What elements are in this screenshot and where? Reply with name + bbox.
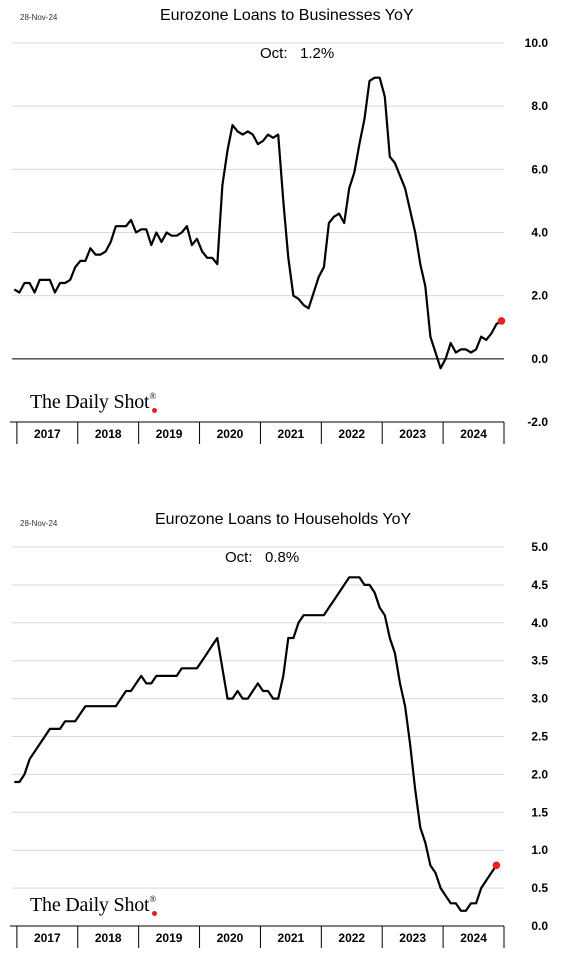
chart-plot-households: 5.0 4.5 4.0 3.5 3.0 2.5 2.0 1.5 1.0 0.5 0.0 2017 201…	[10, 540, 548, 948]
latest-value-label: Oct: 0.8%	[225, 549, 299, 566]
chart-title: Eurozone Loans to Households YoY	[155, 511, 412, 528]
y-tick-label: 0.0	[531, 352, 548, 366]
x-tick-label: 2024	[460, 931, 487, 945]
latest-value: 1.2%	[300, 45, 335, 62]
x-tick-label: 2019	[156, 931, 183, 945]
date-label: 28-Nov-24	[20, 13, 58, 22]
y-tick-label: 0.0	[531, 919, 548, 933]
daily-shot-logo: The Daily Shot®	[30, 894, 157, 916]
last-point-marker	[492, 861, 501, 870]
y-tick-label: 2.5	[531, 730, 548, 744]
latest-month: Oct:	[260, 45, 288, 62]
x-tick-label: 2019	[156, 427, 183, 441]
x-tick-label: 2023	[399, 931, 426, 945]
y-tick-label: 4.5	[531, 578, 548, 592]
x-tick-label: 2022	[338, 931, 365, 945]
y-tick-label: 1.5	[531, 805, 548, 819]
chart-title: Eurozone Loans to Businesses YoY	[160, 7, 414, 24]
logo-dot-icon	[152, 408, 157, 413]
y-tick-label: 10.0	[525, 36, 549, 50]
date-label: 28-Nov-24	[20, 519, 58, 528]
latest-month: Oct:	[225, 549, 253, 566]
y-tick-label: 0.5	[531, 881, 548, 895]
y-tick-label: 5.0	[531, 540, 548, 554]
y-tick-label: 6.0	[531, 162, 548, 176]
y-tick-label: 1.0	[531, 843, 548, 857]
x-tick-label: 2021	[278, 427, 305, 441]
y-tick-label: 4.0	[531, 616, 548, 630]
y-tick-label: 3.0	[531, 692, 548, 706]
x-tick-label: 2022	[338, 427, 365, 441]
y-tick-label: 8.0	[531, 99, 548, 113]
x-tick-label: 2018	[95, 931, 122, 945]
y-tick-label: 4.0	[531, 226, 548, 240]
x-tick-label: 2023	[399, 427, 426, 441]
x-tick-label: 2017	[34, 427, 61, 441]
x-tick-label: 2020	[217, 931, 244, 945]
daily-shot-logo: The Daily Shot®	[30, 391, 157, 413]
chart-plot-businesses: 10.0 8.0 6.0 4.0 2.0 0.0 -2.0 2017 2018 2019 2020 2…	[10, 36, 549, 444]
x-tick-label: 2020	[217, 427, 244, 441]
series-line	[13, 76, 503, 370]
y-tick-label: 3.5	[531, 654, 548, 668]
last-point-marker	[497, 317, 506, 325]
chart-panel-households: 28-Nov-24 Eurozone Loans to Households Y…	[0, 500, 565, 971]
y-tick-label: -2.0	[527, 415, 548, 429]
x-tick-label: 2024	[460, 427, 487, 441]
y-tick-label: 2.0	[531, 289, 548, 303]
latest-value: 0.8%	[265, 549, 300, 566]
series-line	[14, 576, 498, 912]
x-tick-label: 2017	[34, 931, 61, 945]
logo-dot-icon	[152, 911, 157, 916]
y-tick-label: 2.0	[531, 767, 548, 781]
chart-panel-businesses: 28-Nov-24 Eurozone Loans to Businesses Y…	[0, 0, 565, 485]
x-tick-label: 2021	[278, 931, 305, 945]
x-tick-label: 2018	[95, 427, 122, 441]
latest-value-label: Oct: 1.2%	[260, 45, 334, 62]
